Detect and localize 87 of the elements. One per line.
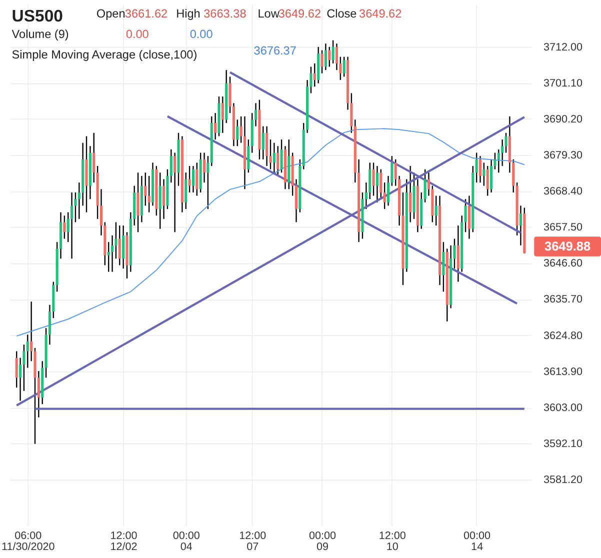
- candlestick: [490, 158, 493, 194]
- candlestick: [188, 165, 191, 194]
- annotation: 3663.38: [204, 6, 247, 20]
- y-tick-label: 3701.10: [543, 77, 582, 90]
- candlestick: [110, 234, 114, 272]
- candlestick: [434, 195, 438, 226]
- candlestick: [276, 146, 280, 176]
- candlestick: [148, 175, 150, 213]
- candlestick: [262, 126, 264, 160]
- candlestick: [92, 132, 96, 184]
- annotation: 0.00: [190, 26, 214, 41]
- candlestick: [486, 165, 489, 196]
- y-tick-label: 3581.20: [543, 474, 582, 486]
- candlestick: [206, 155, 210, 210]
- annotation: Volume (9): [12, 26, 69, 41]
- candlestick: [342, 56, 346, 78]
- candlestick: [221, 96, 224, 134]
- annotation: High: [176, 6, 200, 20]
- candlestick: [501, 138, 504, 167]
- candlestick: [519, 205, 522, 246]
- y-tick-label: 3668.40: [543, 186, 582, 198]
- annotation: 3661.62: [124, 6, 168, 20]
- candlestick: [214, 112, 217, 140]
- y-tick-label: 3657.50: [543, 222, 582, 234]
- candlestick: [383, 182, 386, 210]
- line-series: [16, 128, 525, 336]
- y-tick-label: 3646.60: [543, 258, 582, 270]
- candlestick: [409, 165, 412, 223]
- candlestick: [158, 172, 162, 230]
- candlestick: [63, 215, 66, 240]
- candlestick: [456, 224, 460, 282]
- y-tick-label: 3613.90: [543, 366, 582, 378]
- annotation: Simple Moving Average (close,100): [12, 48, 198, 62]
- x-tick-label: 12:00 07: [239, 530, 266, 553]
- candlestick: [202, 152, 206, 184]
- annotation: Low: [258, 6, 280, 20]
- y-tick-label: 3635.70: [543, 294, 582, 306]
- candlestick: [478, 155, 482, 184]
- candlestick: [266, 126, 268, 167]
- candlestick: [118, 224, 121, 266]
- candlestick: [70, 192, 74, 260]
- annotation: 3676.37: [254, 44, 296, 58]
- candlestick: [174, 152, 176, 233]
- candlestick: [313, 62, 316, 88]
- annotation: Close: [326, 6, 358, 20]
- annotation: US500: [12, 6, 63, 26]
- y-tick-label: 3624.80: [543, 330, 582, 342]
- candlestick: [442, 241, 445, 292]
- candlestick: [247, 138, 250, 174]
- candlestick: [122, 224, 125, 270]
- candlestick: [482, 162, 486, 186]
- candlestick: [162, 178, 166, 220]
- y-tick-label: 3690.20: [543, 113, 582, 126]
- candlestick: [236, 119, 239, 147]
- candlestick: [468, 195, 470, 240]
- candlestick: [335, 42, 338, 71]
- annotation: Open: [96, 6, 126, 20]
- candlestick: [424, 168, 426, 203]
- x-tick-label: 00:00 14: [464, 530, 491, 553]
- x-tick-label: 00:00 04: [172, 530, 200, 553]
- y-tick-label: 3712.00: [543, 41, 582, 54]
- x-tick-label: 00:00 09: [308, 530, 336, 553]
- annotation: 3649.62: [359, 6, 402, 20]
- candlestick: [376, 165, 378, 203]
- candlestick: [26, 334, 29, 368]
- candlestick: [196, 162, 198, 196]
- y-tick-label: 3679.30: [543, 150, 582, 162]
- y-tick-label: 3592.10: [543, 438, 582, 450]
- candlestick: [184, 172, 188, 210]
- y-tick-label: 3603.00: [543, 402, 582, 414]
- candlestick: [136, 172, 140, 233]
- annotation: 3649.62: [278, 6, 322, 20]
- candlestick: [272, 142, 276, 174]
- candlestick: [475, 152, 478, 184]
- x-tick-label: 06:00 11/30/2020: [2, 530, 55, 553]
- candlestick: [328, 46, 331, 68]
- candlestick: [332, 40, 334, 64]
- x-tick-label: 12:00 12/02: [110, 530, 138, 553]
- text: 3649.88: [544, 238, 591, 254]
- candlestick: [280, 138, 283, 174]
- x-tick-label: 12:00 10: [378, 530, 406, 553]
- candlestick: [144, 172, 147, 206]
- candlestick: [380, 168, 382, 200]
- candlestick: [320, 50, 324, 74]
- candlestick: [324, 42, 327, 71]
- candlestick: [192, 165, 195, 194]
- annotation: 0.00: [126, 26, 150, 41]
